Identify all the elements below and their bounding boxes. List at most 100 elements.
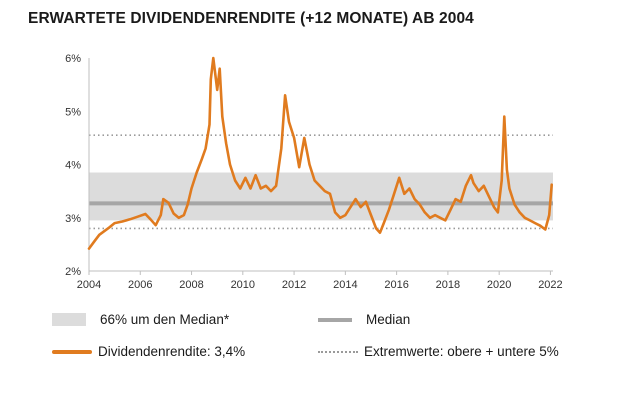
legend-extremes: Extremwerte: obere + untere 5%: [318, 344, 559, 359]
y-tick-label: 6%: [65, 53, 81, 65]
series-point: [393, 192, 395, 195]
series-point: [472, 182, 475, 185]
series-point: [529, 219, 531, 222]
extremes-swatch: [318, 350, 358, 353]
series-point: [539, 224, 542, 227]
x-tick-label: 2010: [231, 279, 255, 291]
series-point: [303, 137, 306, 139]
series-point: [329, 192, 331, 195]
series-point: [259, 187, 262, 190]
series-point: [449, 208, 452, 211]
series-point: [239, 187, 242, 190]
chart-title: ERWARTETE DIVIDENDENRENDITE (+12 MONATE)…: [28, 10, 474, 27]
x-tick-label: 2006: [128, 279, 152, 291]
series-point: [186, 203, 189, 206]
series-point: [379, 231, 381, 234]
series-point: [113, 222, 116, 225]
series-point: [413, 198, 416, 201]
series-point: [313, 179, 316, 182]
series-point: [375, 227, 377, 230]
legend-median-label: Median: [366, 312, 411, 327]
x-tick-label: 2022: [538, 279, 562, 291]
series-point: [244, 176, 247, 179]
series-point: [454, 198, 457, 201]
series-point: [249, 187, 252, 190]
series-point: [318, 184, 321, 187]
series-point: [162, 198, 165, 201]
x-tick-label: 2018: [436, 279, 460, 291]
series-point: [108, 226, 111, 229]
series-point: [503, 115, 506, 118]
x-tick-label: 2014: [333, 279, 357, 291]
series-point: [382, 222, 385, 225]
legend-series: Dividendenrendite: 3,4%: [52, 344, 245, 359]
series-point: [403, 192, 406, 195]
legend-band: 66% um den Median*: [52, 312, 229, 327]
series-point: [477, 190, 480, 193]
series-swatch: [52, 349, 92, 354]
legend-extremes-label: Extremwerte: obere + untere 5%: [364, 344, 559, 359]
band-swatch: [52, 313, 86, 326]
y-tick-label: 5%: [65, 106, 81, 118]
x-tick-label: 2008: [179, 279, 203, 291]
series-point: [225, 142, 228, 145]
x-tick-label: 2020: [487, 279, 511, 291]
series-point: [500, 179, 503, 182]
series-point: [159, 214, 162, 217]
series-point: [334, 211, 336, 214]
series-point: [344, 214, 347, 217]
series-point: [284, 94, 286, 97]
series-point: [429, 216, 431, 219]
series-point: [365, 200, 367, 203]
legend-band-label: 66% um den Median*: [100, 312, 230, 327]
series-point: [129, 218, 131, 221]
series-point: [482, 184, 485, 187]
series-point: [523, 216, 526, 219]
series-point: [370, 214, 372, 217]
series-point: [167, 201, 170, 204]
series-point: [534, 222, 536, 225]
series-line-dividendenrendite: [87, 56, 553, 250]
series-point: [470, 174, 472, 177]
series-point: [280, 147, 283, 150]
series-point: [265, 184, 267, 187]
legend-median: Median: [318, 312, 410, 327]
series-point: [183, 214, 185, 217]
series-point: [398, 176, 401, 179]
series-point: [339, 216, 342, 219]
series-point: [359, 206, 362, 209]
series-point: [293, 137, 295, 139]
series-point: [221, 115, 224, 118]
series-point: [459, 200, 462, 203]
median-swatch: [318, 317, 352, 322]
series-point: [195, 171, 198, 174]
series-point: [234, 179, 237, 182]
series-point: [121, 220, 124, 223]
series-point: [418, 203, 421, 206]
series-point: [218, 67, 221, 70]
series-point: [434, 214, 436, 217]
series-point: [229, 163, 231, 166]
series-point: [136, 215, 139, 218]
series-point: [209, 78, 212, 81]
series-point: [88, 247, 90, 250]
series-point: [444, 219, 447, 222]
series-point: [439, 216, 442, 219]
y-tick-label: 3%: [65, 213, 81, 225]
series-point: [548, 214, 551, 217]
series-point: [190, 187, 193, 190]
series-point: [154, 224, 157, 227]
series-point: [208, 123, 211, 126]
series-point: [172, 212, 175, 215]
series-point: [513, 203, 516, 206]
series-point: [298, 166, 301, 169]
series-point: [216, 89, 219, 91]
series-point: [270, 190, 272, 193]
series-point: [288, 121, 290, 123]
series-point: [200, 158, 203, 161]
series-point: [254, 174, 257, 177]
series-point: [518, 211, 521, 214]
series-point: [408, 187, 411, 190]
series-point: [497, 211, 499, 214]
series-point: [423, 211, 426, 214]
